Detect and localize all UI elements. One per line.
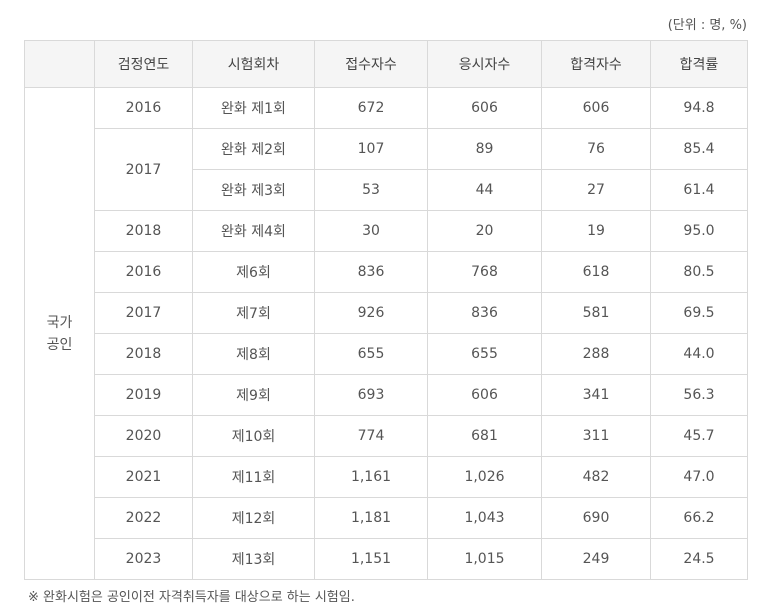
applicants-cell: 53 [314,169,428,211]
examinees-cell: 681 [427,415,542,457]
exam-year-cell: 2016 [94,251,193,293]
table-row: 완화 제3회 53 44 27 61.4 [25,169,748,211]
table-row: 2018 완화 제4회 30 20 19 95.0 [25,210,748,252]
table-row: 2018 제8회 655 655 288 44.0 [25,333,748,375]
footnote: ※ 완화시험은 공인이전 자격취득자를 대상으로 하는 시험임. [28,590,355,605]
examinees-cell: 1,015 [427,538,542,580]
examinees-cell: 655 [427,333,542,375]
exam-round-cell: 제10회 [192,415,315,457]
table-row: 국가 공인 2016 완화 제1회 672 606 606 94.8 [24,87,748,580]
passers-cell: 606 [541,87,651,129]
exam-year-cell: 2019 [94,374,193,416]
exam-round-cell: 제8회 [192,333,315,375]
applicants-cell: 1,151 [314,538,428,580]
pass-rate-cell: 95.0 [650,210,748,252]
exam-year-cell: 2017 [94,292,193,334]
table-row: 2021 제11회 1,161 1,026 482 47.0 [25,456,748,498]
exam-round-cell: 제6회 [192,251,315,293]
applicants-cell: 693 [314,374,428,416]
pass-rate-cell: 47.0 [650,456,748,498]
exam-round-cell: 제7회 [192,292,315,334]
pass-rate-cell: 80.5 [650,251,748,293]
examinees-cell: 20 [427,210,542,252]
passers-cell: 249 [541,538,651,580]
examinees-cell: 606 [427,374,542,416]
header-examinees: 응시자수 [427,40,542,88]
table-row: 2017 완화 제2회 107 89 76 85.4 [25,128,748,211]
category-label-line2: 공인 [46,336,73,353]
exam-round-cell: 제9회 [192,374,315,416]
pass-rate-cell: 61.4 [650,169,748,211]
examinees-cell: 768 [427,251,542,293]
header-blank [24,40,95,88]
applicants-cell: 672 [314,87,428,129]
category-label-line1: 국가 [46,314,73,331]
passers-cell: 581 [541,292,651,334]
passers-cell: 618 [541,251,651,293]
applicants-cell: 1,161 [314,456,428,498]
applicants-cell: 30 [314,210,428,252]
passers-cell: 288 [541,333,651,375]
applicants-cell: 1,181 [314,497,428,539]
passers-cell: 311 [541,415,651,457]
passers-cell: 76 [541,128,651,170]
table-row: 2020 제10회 774 681 311 45.7 [25,415,748,457]
exam-year-cell: 2020 [94,415,193,457]
examinees-cell: 1,043 [427,497,542,539]
examinees-cell: 89 [427,128,542,170]
exam-year-cell: 2018 [94,210,193,252]
exam-year-cell: 2016 [94,87,193,129]
applicants-cell: 836 [314,251,428,293]
pass-rate-cell: 66.2 [650,497,748,539]
category-cell: 국가 공인 [24,87,95,580]
passers-cell: 27 [541,169,651,211]
applicants-cell: 107 [314,128,428,170]
examinees-cell: 1,026 [427,456,542,498]
table-row: 2017 제7회 926 836 581 69.5 [25,292,748,334]
table-row: 2023 제13회 1,151 1,015 249 24.5 [25,538,748,580]
exam-statistics-table: 검정연도 시험회차 접수자수 응시자수 합격자수 합격률 국가 공인 2016 … [24,40,748,580]
unit-note: (단위 : 명, %) [667,18,747,33]
table-row: 2016 제6회 836 768 618 80.5 [25,251,748,293]
table-header-row: 검정연도 시험회차 접수자수 응시자수 합격자수 합격률 [24,40,748,88]
passers-cell: 19 [541,210,651,252]
header-exam-year: 검정연도 [94,40,193,88]
exam-round-cell: 제11회 [192,456,315,498]
examinees-cell: 836 [427,292,542,334]
pass-rate-cell: 44.0 [650,333,748,375]
applicants-cell: 655 [314,333,428,375]
pass-rate-cell: 85.4 [650,128,748,170]
exam-year-cell: 2022 [94,497,193,539]
header-passers: 합격자수 [541,40,651,88]
examinees-cell: 44 [427,169,542,211]
exam-year-cell: 2023 [94,538,193,580]
exam-year-cell: 2017 [94,128,193,211]
exam-round-cell: 완화 제1회 [192,87,315,129]
exam-round-cell: 완화 제2회 [192,128,315,170]
exam-round-cell: 완화 제3회 [192,169,315,211]
exam-year-cell: 2018 [94,333,193,375]
pass-rate-cell: 45.7 [650,415,748,457]
exam-round-cell: 제12회 [192,497,315,539]
exam-round-cell: 제13회 [192,538,315,580]
header-applicants: 접수자수 [314,40,428,88]
pass-rate-cell: 56.3 [650,374,748,416]
exam-year-cell: 2021 [94,456,193,498]
table-row: 2022 제12회 1,181 1,043 690 66.2 [25,497,748,539]
passers-cell: 690 [541,497,651,539]
applicants-cell: 774 [314,415,428,457]
applicants-cell: 926 [314,292,428,334]
table-row: 2019 제9회 693 606 341 56.3 [25,374,748,416]
pass-rate-cell: 24.5 [650,538,748,580]
pass-rate-cell: 94.8 [650,87,748,129]
header-exam-round: 시험회차 [192,40,315,88]
passers-cell: 482 [541,456,651,498]
pass-rate-cell: 69.5 [650,292,748,334]
examinees-cell: 606 [427,87,542,129]
header-pass-rate: 합격률 [650,40,748,88]
exam-round-cell: 완화 제4회 [192,210,315,252]
passers-cell: 341 [541,374,651,416]
